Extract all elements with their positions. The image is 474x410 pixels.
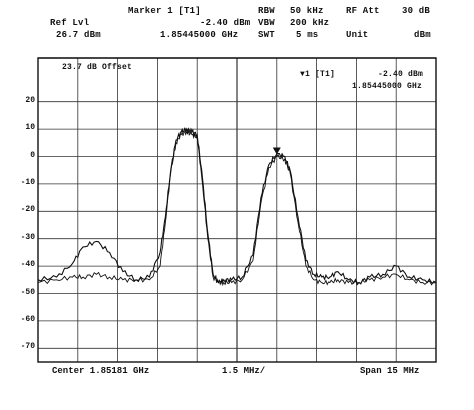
trace-1-line bbox=[37, 127, 437, 285]
marker-level: -2.40 dBm bbox=[200, 18, 251, 28]
chart-traces bbox=[37, 127, 437, 287]
marker-box-freq: 1.85445000 GHz bbox=[352, 82, 423, 91]
rbw-label: RBW bbox=[258, 6, 275, 16]
ref-lvl-value: 26.7 dBm bbox=[56, 30, 101, 40]
offset-note: 23.7 dB Offset bbox=[62, 63, 133, 72]
y-tick-label: -70 bbox=[20, 342, 35, 352]
swt-value: 5 ms bbox=[296, 30, 319, 40]
vbw-value: 200 kHz bbox=[290, 18, 330, 28]
vbw-label: VBW bbox=[258, 18, 275, 28]
rf-att-value: 30 dB bbox=[402, 6, 431, 16]
y-tick-label: -50 bbox=[20, 287, 35, 297]
y-tick-label: -30 bbox=[20, 232, 35, 242]
marker-freq: 1.85445000 GHz bbox=[160, 30, 239, 40]
y-tick-label: -60 bbox=[20, 314, 35, 324]
y-tick-label: 10 bbox=[25, 123, 35, 133]
y-tick-label: 20 bbox=[25, 95, 35, 105]
marker-label: Marker 1 [T1] bbox=[128, 6, 201, 16]
unit-value: dBm bbox=[414, 30, 431, 40]
ref-lvl-label: Ref Lvl bbox=[50, 18, 90, 28]
marker-box-level: -2.40 dBm bbox=[378, 70, 424, 79]
rbw-value: 50 kHz bbox=[290, 6, 324, 16]
per-division: 1.5 MHz/ bbox=[222, 366, 266, 376]
swt-label: SWT bbox=[258, 30, 275, 40]
y-tick-label: -10 bbox=[20, 177, 35, 187]
chart-grid bbox=[38, 58, 436, 362]
marker-triangle-icon bbox=[272, 147, 281, 155]
y-tick-label: -40 bbox=[20, 260, 35, 270]
span: Span 15 MHz bbox=[360, 366, 420, 376]
marker-box-label: ▼1 [T1] bbox=[300, 70, 336, 79]
rf-att-label: RF Att bbox=[346, 6, 380, 16]
y-tick-label: -20 bbox=[20, 205, 35, 215]
center-frequency: Center 1.85181 GHz bbox=[52, 366, 150, 376]
unit-label: Unit bbox=[346, 30, 369, 40]
trace-2-line bbox=[37, 130, 437, 287]
y-tick-label: 0 bbox=[30, 150, 35, 160]
